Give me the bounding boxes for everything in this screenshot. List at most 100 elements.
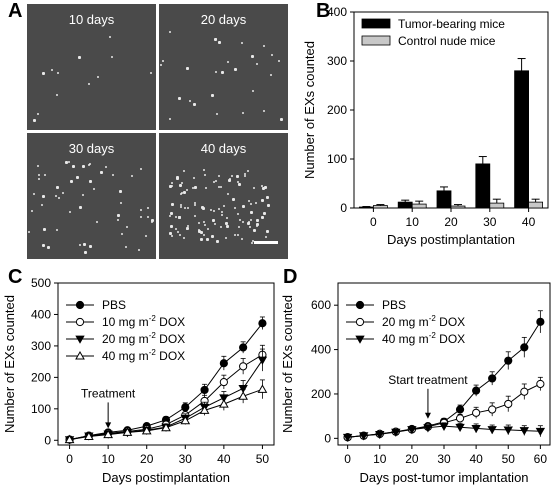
exosome-dot	[225, 237, 228, 240]
y-axis-label: Number of EXs counted	[2, 295, 17, 433]
exosome-dot	[177, 215, 181, 219]
exosome-dot	[215, 239, 219, 243]
data-point	[103, 429, 114, 439]
exosome-dot	[28, 230, 31, 233]
exosome-dot	[249, 202, 252, 205]
exosome-dot	[178, 184, 182, 188]
exosome-dot	[229, 178, 232, 181]
exosome-dot	[40, 203, 43, 206]
micrograph-tile: 30 days	[27, 133, 156, 259]
exosome-dot	[255, 62, 258, 65]
panel-letter-c: C	[8, 266, 23, 288]
exosome-dot	[199, 238, 203, 242]
exosome-dot	[262, 45, 265, 48]
exosome-dot	[212, 181, 215, 184]
y-tick-label: 400	[31, 307, 51, 321]
exosome-dot	[231, 198, 235, 202]
data-point	[471, 424, 481, 434]
data-point	[487, 426, 497, 435]
exosome-dot	[171, 185, 174, 188]
exosome-dot	[169, 185, 173, 189]
exosome-dot	[262, 109, 265, 112]
micrograph-label: 10 days	[68, 12, 115, 27]
x-tick-label: 30	[437, 452, 451, 466]
exosome-dot	[180, 181, 183, 184]
exosome-dot	[175, 175, 179, 179]
exosome-dot	[36, 113, 39, 116]
micrograph-tile: 10 days	[27, 4, 156, 130]
scale-bar	[254, 241, 278, 244]
exosome-dot	[145, 235, 148, 238]
y-tick-label: 200	[311, 387, 331, 401]
exosome-dot	[213, 223, 216, 226]
x-axis-label: Days postimplantation	[387, 232, 515, 247]
legend-entry-text: PBS	[102, 298, 126, 312]
exosome-dot	[183, 237, 186, 240]
exosome-dot	[210, 94, 214, 98]
exosome-dot	[68, 211, 71, 214]
data-point	[161, 422, 171, 432]
data-point	[536, 379, 545, 389]
exosome-dot	[78, 205, 82, 209]
exosome-dot	[252, 229, 256, 233]
exosome-dot	[56, 93, 59, 96]
exosome-dot	[203, 169, 206, 172]
exosome-dot	[217, 186, 220, 189]
exosome-dot	[150, 71, 153, 74]
exosome-dot	[68, 160, 71, 163]
exosome-dot	[256, 224, 259, 227]
exosome-dot	[255, 223, 259, 227]
exosome-dot	[105, 166, 107, 169]
exosome-dot	[247, 169, 250, 172]
exosome-dot	[214, 179, 217, 182]
y-tick-label: 0	[44, 433, 51, 447]
x-tick-label: 40	[522, 215, 536, 229]
x-tick-label: 50	[502, 452, 516, 466]
exosome-dot	[198, 229, 202, 233]
y-tick-label: 200	[31, 370, 51, 384]
data-point	[520, 387, 529, 396]
data-point	[257, 384, 268, 393]
exosome-dot	[233, 207, 236, 210]
legend-entry-text: Tumor-bearing mice	[398, 17, 505, 31]
exosome-dot	[222, 205, 225, 208]
exosome-dot	[243, 173, 246, 176]
x-tick-label: 0	[344, 452, 351, 466]
y-axis-label: Number of EXs counted	[302, 41, 317, 179]
exosome-dot	[37, 178, 40, 181]
exosome-dot	[82, 165, 86, 169]
data-point	[355, 335, 365, 344]
exosome-dot	[116, 219, 119, 222]
exosome-dot	[260, 198, 264, 202]
exosome-dot	[169, 215, 172, 218]
data-point	[342, 433, 353, 443]
data-point	[520, 343, 529, 352]
data-point	[219, 377, 228, 387]
exosome-dot	[174, 227, 177, 230]
panel-letter-a: A	[8, 0, 23, 22]
exosome-dot	[265, 229, 269, 233]
exosome-dot	[261, 186, 265, 190]
y-tick-label: 500	[31, 276, 51, 290]
x-tick-label: 50	[256, 452, 270, 466]
data-point	[503, 426, 513, 435]
legend-entry-text: PBS	[382, 298, 406, 312]
exosome-dot	[139, 168, 142, 171]
exosome-dot	[162, 60, 164, 63]
exosome-dot	[55, 186, 59, 190]
exosome-dot	[264, 235, 267, 238]
legend-swatch	[361, 35, 391, 46]
data-point	[199, 405, 210, 414]
exosome-dot	[203, 174, 206, 177]
x-tick-label: 40	[469, 452, 483, 466]
x-tick-label: 10	[406, 215, 420, 229]
x-tick-label: 10	[101, 452, 115, 466]
exosome-dot	[170, 224, 174, 228]
exosome-dot	[175, 215, 178, 218]
annotation-arrowhead	[424, 412, 431, 419]
data-point	[239, 343, 248, 352]
exosome-dot	[81, 194, 84, 197]
exosome-dot	[201, 207, 205, 211]
